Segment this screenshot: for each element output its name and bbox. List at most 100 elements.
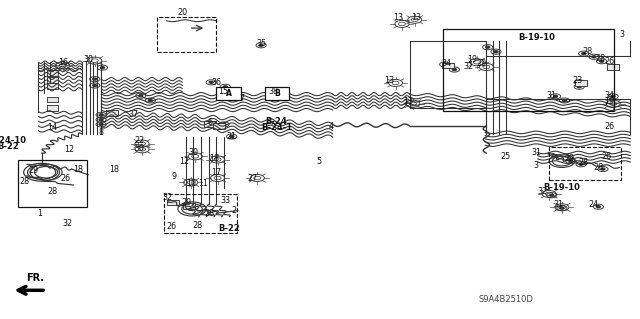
Text: 5: 5 [316,157,321,166]
Text: 18: 18 [209,154,220,163]
Text: 8: 8 [99,128,104,137]
Text: 27: 27 [248,174,258,182]
Circle shape [486,46,490,48]
Text: 29: 29 [28,166,38,175]
Text: 26: 26 [166,222,177,231]
Bar [47,83,58,89]
Circle shape [99,114,103,116]
Text: 9: 9 [172,172,177,181]
Bar [47,97,58,102]
Text: 29: 29 [476,59,486,68]
Text: 28: 28 [205,209,215,218]
Text: 15: 15 [218,87,228,96]
Text: 28: 28 [593,163,604,172]
Circle shape [601,168,605,170]
Bar [213,123,225,129]
Text: FR.: FR. [26,273,44,283]
Text: 18: 18 [109,165,119,174]
Bar [47,70,58,76]
Text: 2: 2 [231,206,236,215]
Text: 22: 22 [134,136,145,145]
Circle shape [99,119,103,121]
Text: 36: 36 [211,78,221,87]
Text: 1: 1 [37,209,42,218]
Circle shape [611,95,615,97]
Text: 12: 12 [179,157,189,166]
Text: 31: 31 [547,91,557,100]
Text: 34: 34 [442,59,452,68]
Circle shape [592,56,596,58]
Text: 25: 25 [500,152,511,161]
Text: 12: 12 [64,145,74,154]
Circle shape [223,86,227,88]
Text: B-22: B-22 [218,224,240,233]
Text: 17: 17 [211,168,221,177]
Circle shape [139,95,143,97]
Bar [167,200,179,205]
Text: B-24: B-24 [266,117,287,126]
Text: 38: 38 [269,87,279,96]
Text: 13: 13 [384,76,394,85]
Circle shape [443,63,447,65]
Bar [607,64,619,70]
Text: 28: 28 [192,221,202,230]
Text: 31: 31 [531,148,541,157]
Text: 3: 3 [620,30,625,39]
Bar [183,203,195,209]
Text: 32: 32 [538,187,548,196]
Bar [268,90,280,96]
Text: 37: 37 [128,110,138,119]
Text: 7: 7 [239,94,244,103]
Text: 29: 29 [564,154,575,163]
Circle shape [554,95,557,97]
Text: 11: 11 [198,179,209,188]
Circle shape [579,163,583,165]
Circle shape [452,69,456,70]
Text: 4: 4 [329,122,334,130]
Circle shape [563,100,566,101]
Text: B-24-1: B-24-1 [261,123,292,132]
Text: 31: 31 [553,200,563,209]
Bar [204,121,216,127]
Circle shape [230,136,234,137]
Text: 18: 18 [73,165,83,174]
Circle shape [582,53,586,55]
Text: 14: 14 [47,123,58,132]
Text: 29: 29 [182,198,192,207]
FancyBboxPatch shape [265,87,289,100]
Text: 6: 6 [207,118,212,127]
Circle shape [596,206,600,208]
Text: 34: 34 [604,91,614,100]
Circle shape [100,67,104,69]
Text: B-19-10: B-19-10 [518,33,555,42]
Text: 30: 30 [134,144,145,153]
Text: 28: 28 [582,47,593,56]
Circle shape [600,60,604,62]
Text: 26: 26 [60,174,70,183]
Text: 13: 13 [403,97,413,106]
Bar [47,77,58,83]
Text: 28: 28 [19,177,29,186]
Text: 23: 23 [572,76,582,85]
Text: 3: 3 [534,161,539,170]
Circle shape [99,123,103,125]
FancyBboxPatch shape [216,87,241,100]
Text: 30: 30 [83,55,93,63]
Text: B-22: B-22 [0,142,19,151]
Bar [47,105,58,111]
Text: B: B [275,89,280,98]
Bar [217,90,228,96]
Text: 13: 13 [393,13,403,22]
Circle shape [259,44,263,46]
Text: 32: 32 [463,63,474,71]
Text: 30: 30 [188,148,198,157]
Text: B-24-10: B-24-10 [0,136,26,145]
Circle shape [209,81,213,83]
Bar [106,110,118,116]
Circle shape [577,81,581,83]
Text: 26: 26 [604,57,614,66]
Circle shape [93,85,97,86]
Circle shape [93,78,97,80]
Bar [442,63,454,68]
Circle shape [494,51,498,53]
